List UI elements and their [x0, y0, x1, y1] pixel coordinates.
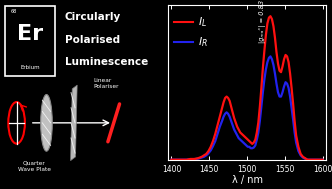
Text: 68: 68 — [11, 9, 17, 14]
Text: Polarised: Polarised — [65, 35, 120, 45]
Text: |gₘₐˣ| = 0.83: |gₘₐˣ| = 0.83 — [259, 0, 266, 43]
Polygon shape — [70, 85, 77, 161]
Text: $I_L$: $I_L$ — [198, 15, 207, 29]
Text: Quarter
Wave Plate: Quarter Wave Plate — [18, 161, 50, 172]
Ellipse shape — [41, 94, 52, 151]
Text: Luminescence: Luminescence — [65, 57, 148, 67]
X-axis label: λ / nm: λ / nm — [231, 175, 263, 185]
Text: Erbium: Erbium — [20, 65, 40, 70]
FancyBboxPatch shape — [5, 6, 55, 76]
Text: Linear
Polariser: Linear Polariser — [93, 77, 119, 89]
Text: Er: Er — [17, 24, 43, 44]
Text: Circularly: Circularly — [65, 12, 121, 22]
Text: $I_R$: $I_R$ — [198, 35, 208, 49]
